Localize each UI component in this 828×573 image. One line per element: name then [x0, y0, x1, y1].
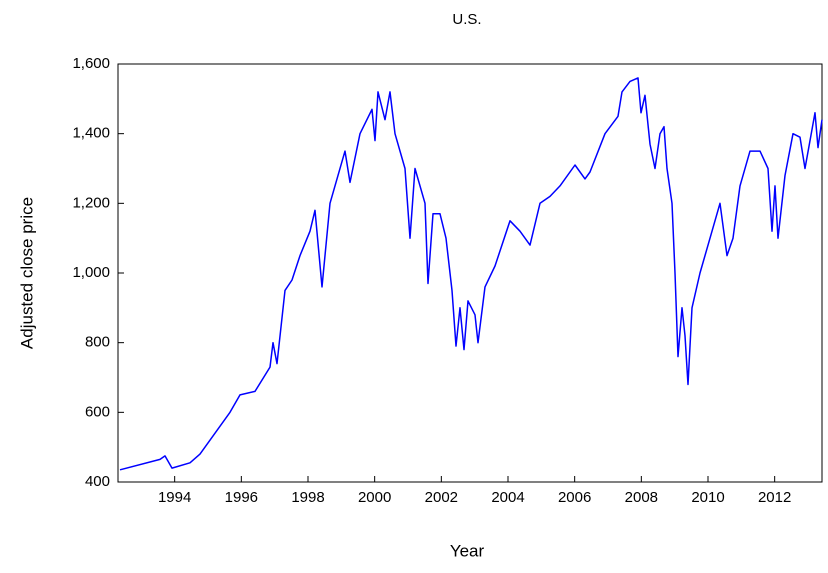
y-axis-label: Adjusted close price — [17, 197, 36, 349]
x-tick-label: 1996 — [225, 489, 258, 506]
x-tick-label: 2006 — [558, 489, 591, 506]
x-tick-label: 2002 — [425, 489, 458, 506]
y-tick-label: 800 — [85, 334, 110, 351]
x-tick-label: 2000 — [358, 489, 391, 506]
x-tick-label: 1994 — [158, 489, 191, 506]
y-tick-label: 600 — [85, 403, 110, 420]
chart-title: U.S. — [452, 11, 481, 28]
x-tick-label: 2004 — [491, 489, 524, 506]
x-tick-label: 2010 — [691, 489, 724, 506]
x-tick-label: 1998 — [291, 489, 324, 506]
y-tick-label: 400 — [85, 473, 110, 490]
plot-frame — [117, 63, 823, 483]
y-tick-label: 1,600 — [72, 55, 110, 72]
y-tick-label: 1,400 — [72, 125, 110, 142]
y-tick-label: 1,000 — [72, 264, 110, 281]
y-tick-label: 1,200 — [72, 194, 110, 211]
price-line — [119, 77, 823, 471]
x-axis-label: Year — [450, 541, 485, 560]
x-tick-label: 2012 — [758, 489, 791, 506]
x-tick-label: 2008 — [625, 489, 658, 506]
